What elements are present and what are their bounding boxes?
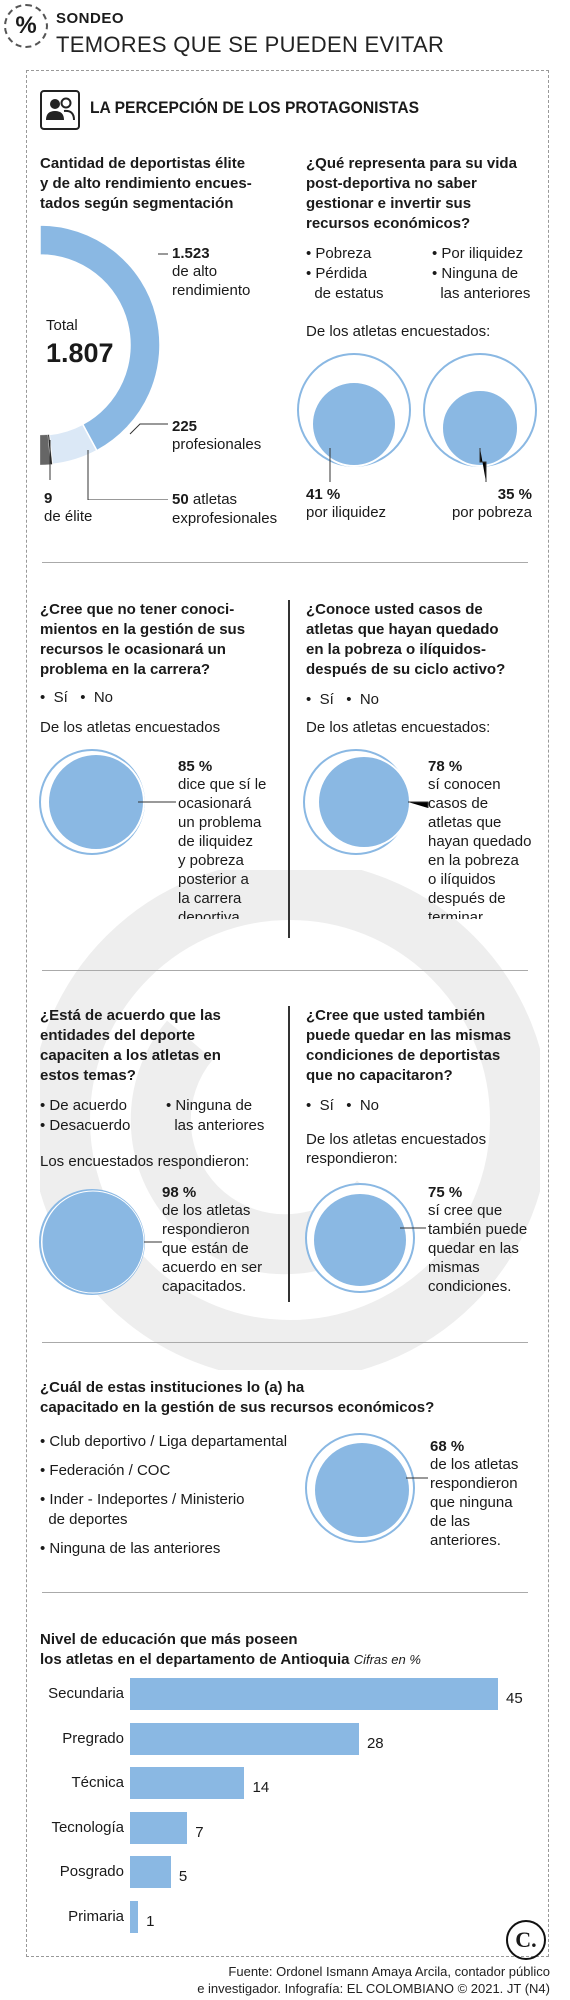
- bar-label-3: Tecnología: [51, 1818, 124, 1836]
- q7-title: ¿Cuál de estas instituciones lo (a) ha ca…: [40, 1379, 435, 1416]
- bar-value-5: 1: [146, 1913, 155, 1930]
- q2-result-pobreza: 35 % por pobreza: [451, 486, 532, 521]
- bar-label-0: Secundaria: [48, 1685, 124, 1702]
- bar-3: [130, 1811, 188, 1844]
- page-title: TEMORES QUE SE PUEDEN EVITAR: [56, 32, 445, 57]
- bar-1: [130, 1722, 359, 1755]
- divider: [42, 1592, 528, 1593]
- q1-title: Cantidad de deportistas élite y de alto r…: [40, 155, 252, 212]
- kicker: SONDEO: [56, 10, 125, 27]
- divider: [42, 562, 528, 563]
- q6-result: 75 % sí cree que también puede quedar en l…: [428, 1184, 528, 1295]
- q4-subtitle: De los atletas encuestados:: [306, 719, 491, 736]
- total-label: Total: [46, 317, 78, 334]
- leader-lines: [49, 253, 168, 500]
- divider: [42, 1342, 528, 1343]
- q5-subtitle: Los encuestados respondieron:: [40, 1153, 250, 1170]
- q6-subtitle: De los atletas encuestados respondieron:: [306, 1131, 487, 1167]
- q6-circle: [305, 1183, 426, 1293]
- q3-subtitle: De los atletas encuestados: [40, 719, 221, 736]
- q2-result-iliquidez: 41 % por iliquidez: [306, 486, 387, 521]
- q7-options: • Club deportivo / Liga departamental • …: [40, 1433, 288, 1557]
- bar-value-4: 5: [178, 1868, 188, 1886]
- bar-4: [130, 1856, 171, 1889]
- edu-title: Nivel de educación que más poseen los at…: [40, 1631, 421, 1668]
- percent-icon: %: [4, 4, 48, 48]
- el-colombiano-logo: C.: [506, 1920, 546, 1960]
- bar-5: [130, 1901, 139, 1933]
- bar-2: [130, 1767, 245, 1800]
- q2-options-left: • Pobreza • Pérdida de estatus: [306, 245, 384, 302]
- footer-credit: Fuente: Ordonel Ismann Amaya Arcila, con…: [197, 1964, 550, 1996]
- q7-circle: [305, 1433, 428, 1543]
- label-alto-rendimiento: 1.523 de alto rendimiento: [172, 245, 251, 299]
- q4-title: ¿Conoce usted casos de atletas que hayan …: [306, 601, 506, 678]
- bar-value-0: 45: [506, 1690, 523, 1707]
- bar-label-5: Primaria: [68, 1908, 124, 1925]
- column-divider: [288, 600, 290, 938]
- segment-ring-chart: [39, 225, 161, 465]
- q3-options: • Sí • No: [40, 689, 114, 706]
- q2-title: ¿Qué representa para su vida post-deporti…: [306, 155, 517, 232]
- bar-label-4: Posgrado: [59, 1863, 124, 1881]
- content-frame: [26, 70, 549, 1957]
- bar-value-1: 28: [366, 1734, 384, 1752]
- label-exprofesionales: 50 atletas exprofesionales: [172, 491, 278, 527]
- q2-circles: [297, 353, 537, 482]
- bar-value-2: 14: [252, 1779, 270, 1797]
- divider: [42, 970, 528, 971]
- q5-result: 98 % de los atletas respondieron que están…: [162, 1184, 263, 1295]
- q3-title: ¿Cree que no tener conoci-mientos en la …: [40, 601, 246, 678]
- q5-options-left: • De acuerdo • Desacuerdo: [40, 1097, 131, 1134]
- q6-options: • Sí • No: [306, 1097, 380, 1114]
- q3-circle: [39, 749, 176, 855]
- q5-title: ¿Está de acuerdo que las entidades del de…: [40, 1007, 221, 1084]
- q7-result: 68 % de los atletas respondieron que ningu…: [430, 1438, 519, 1549]
- people-icon: [40, 90, 80, 130]
- label-profesionales: 225 profesionales: [172, 418, 262, 453]
- q3-result: 85 % dice que sí le ocasionará un problema…: [178, 758, 267, 919]
- column-divider: [288, 1006, 290, 1302]
- q6-title: ¿Cree que usted también puede quedar en l…: [306, 1007, 512, 1084]
- ring-segment-3: [39, 434, 51, 465]
- bar-value-3: 7: [195, 1823, 204, 1841]
- q2-options-right: • Por iliquidez • Ninguna de las anterior…: [432, 245, 531, 302]
- bar-label-2: Técnica: [71, 1774, 124, 1792]
- q2-subtitle: De los atletas encuestados:: [306, 323, 491, 340]
- section-title: LA PERCEPCIÓN DE LOS PROTAGONISTAS: [90, 98, 420, 117]
- label-elite: 9 de élite: [44, 490, 93, 525]
- total-value: 1.807: [46, 338, 114, 368]
- q4-options: • Sí • No: [306, 691, 380, 708]
- bar-label-1: Pregrado: [62, 1729, 124, 1747]
- q4-circle: [303, 749, 429, 855]
- bar-0: [130, 1678, 498, 1710]
- q5-options-right: • Ninguna de las anteriores: [166, 1097, 265, 1134]
- q5-circle: [39, 1189, 162, 1295]
- q4-result: 78 % sí conocen casos de atletas que hayan …: [428, 758, 532, 919]
